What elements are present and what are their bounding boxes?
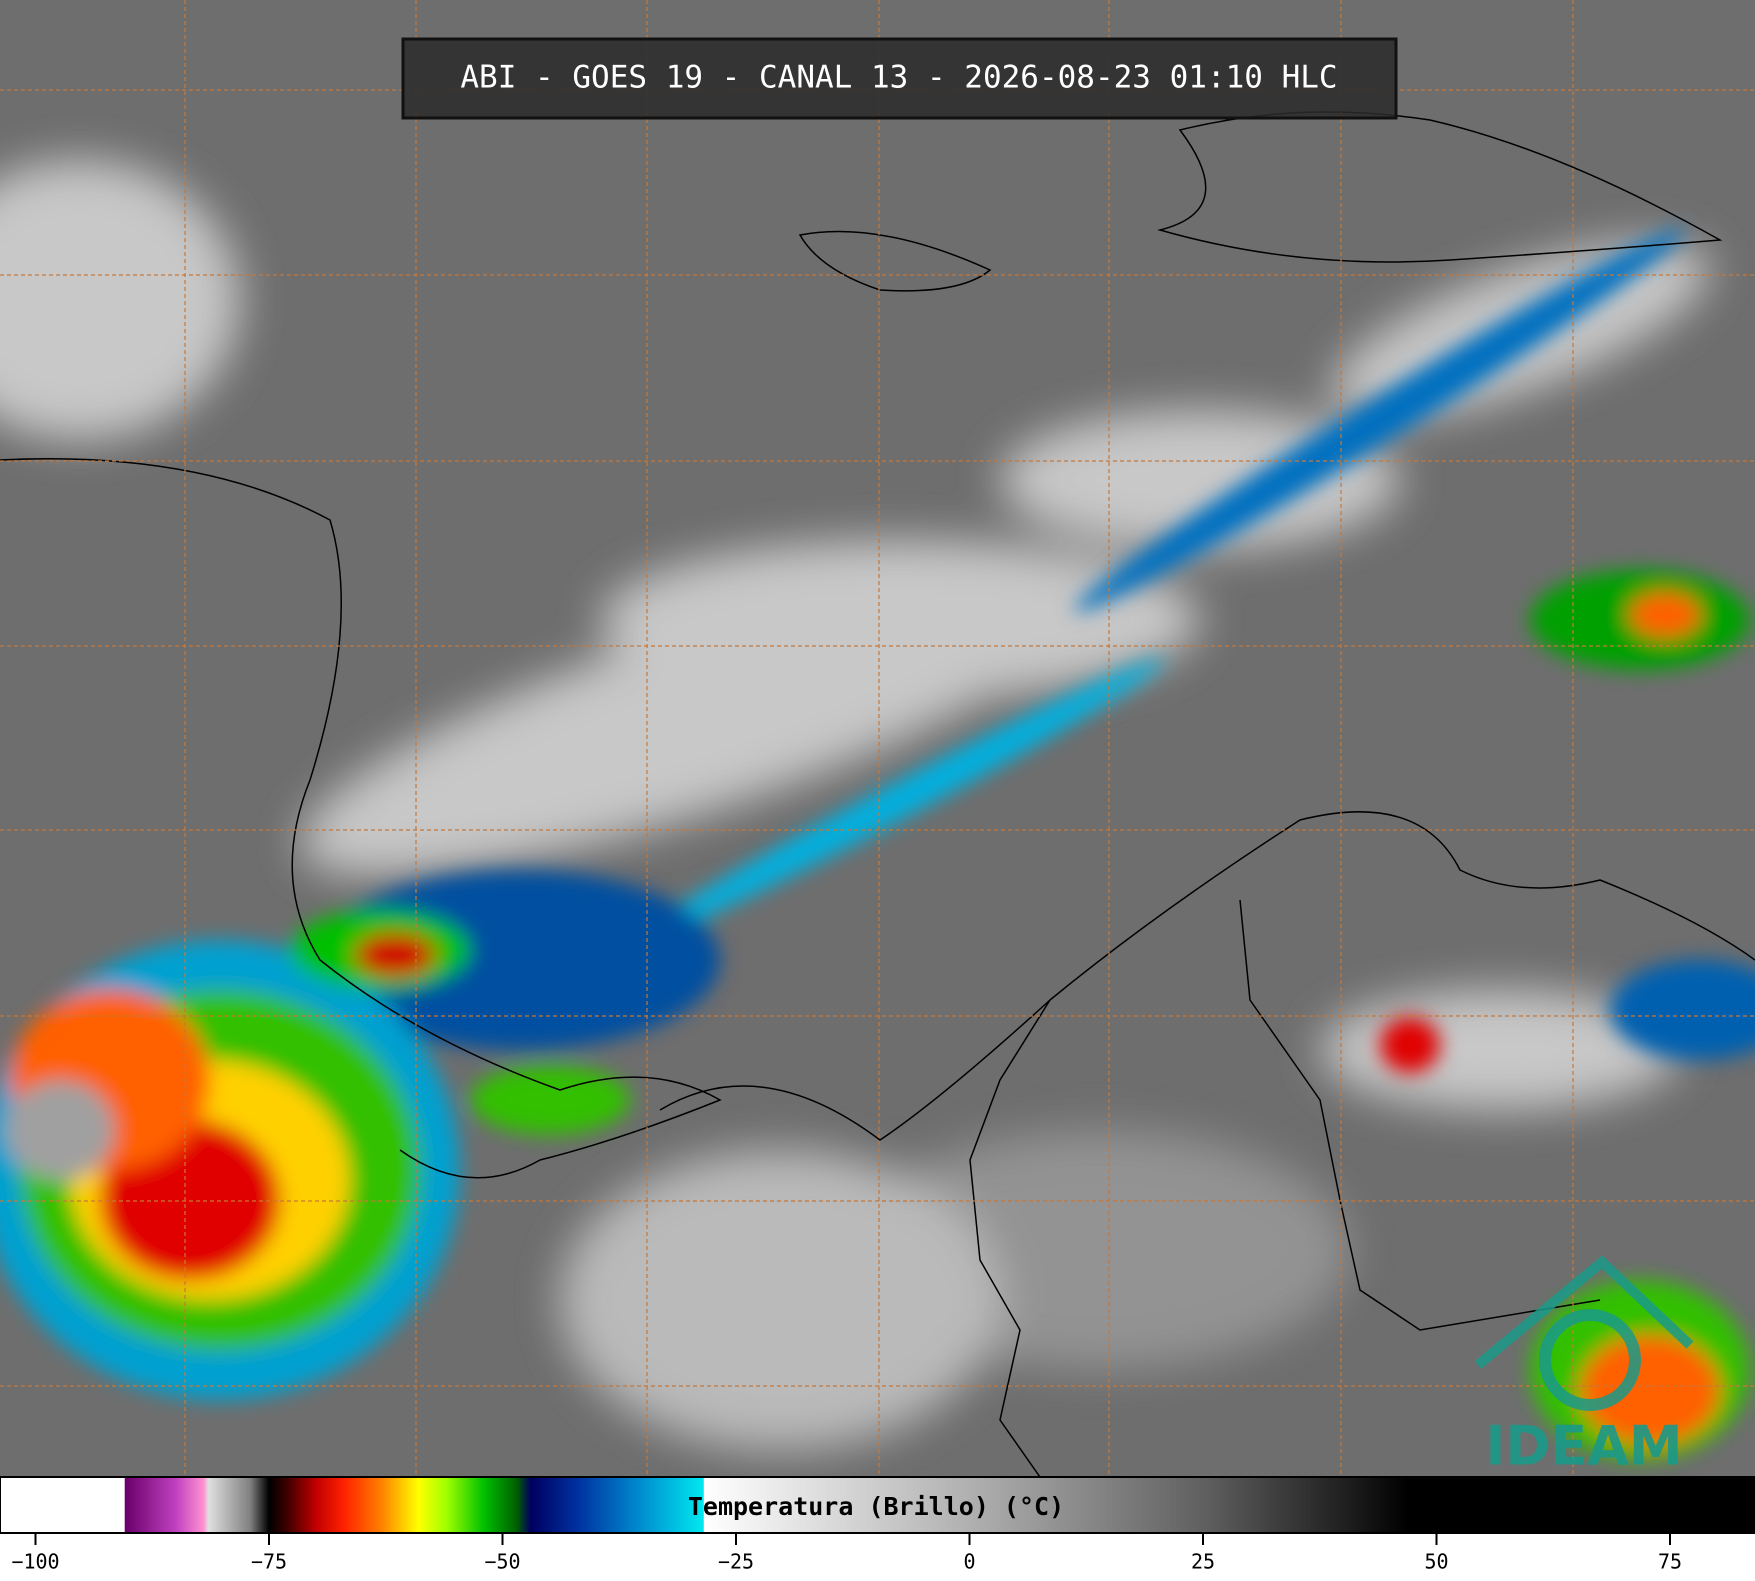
tick-label: −75 <box>251 1550 287 1574</box>
colorbar <box>0 1476 1755 1534</box>
title-box <box>401 37 1398 120</box>
tick-label: −50 <box>484 1550 520 1574</box>
coastlines <box>0 111 1755 1477</box>
colorbar-label: Temperatura (Brillo) (°C) <box>688 1492 1064 1521</box>
logo-mark <box>1474 1255 1694 1369</box>
tick-label: 0 <box>963 1550 975 1574</box>
tick-label: 25 <box>1191 1550 1215 1574</box>
satellite-image: ABI - GOES 19 - CANAL 13 - 2026-08-23 01… <box>0 0 1755 1478</box>
tick-label: 50 <box>1424 1550 1448 1574</box>
logo-mark <box>1539 1309 1641 1411</box>
title: ABI - GOES 19 - CANAL 13 - 2026-08-23 01… <box>460 60 1337 96</box>
logo-text: IDEAM <box>1485 1415 1682 1478</box>
tick-label: 75 <box>1658 1550 1682 1574</box>
tick-label: −25 <box>718 1550 754 1574</box>
tick-label: −100 <box>11 1550 59 1574</box>
